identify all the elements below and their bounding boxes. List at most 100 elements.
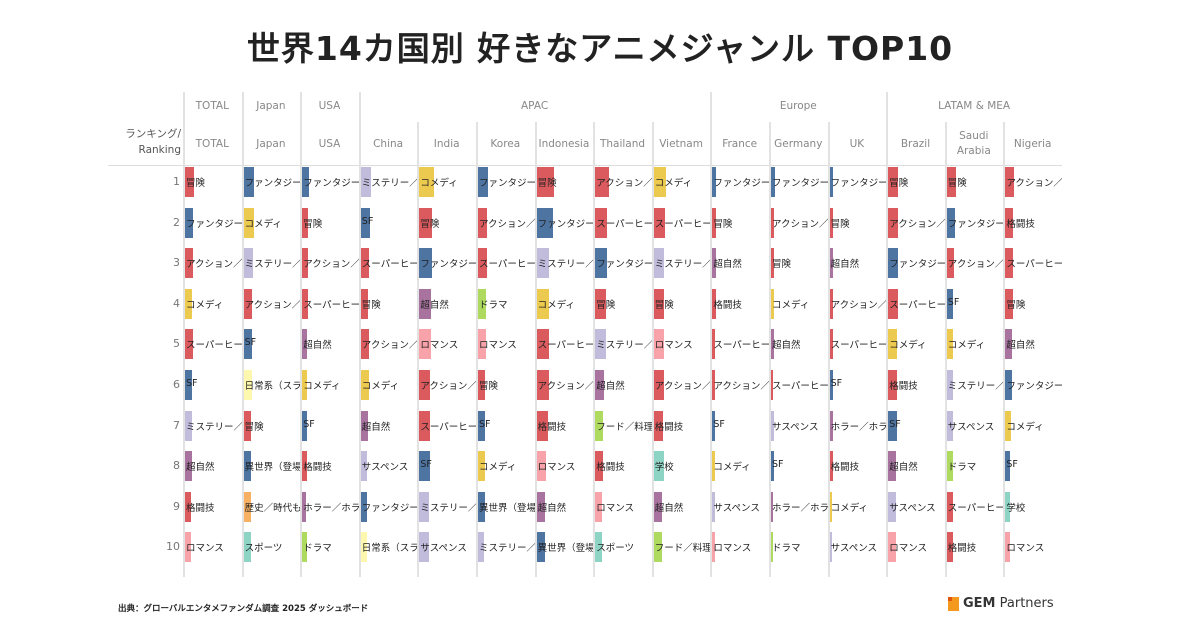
genre-cell: コメディ: [419, 167, 476, 197]
genre-label: スーパーヒーロ: [654, 218, 711, 230]
genre-bar: [478, 329, 486, 360]
group-divider: [241, 92, 244, 122]
genre-label: ファンタジー: [889, 259, 945, 271]
genre-bar: [829, 532, 832, 563]
genre-cell: ファンタジー: [946, 207, 1003, 238]
genre-bar: [185, 532, 191, 563]
group-header: LATAM & MEA: [938, 100, 1011, 112]
genre-label: 超自然: [830, 259, 860, 271]
genre-label: コメディ: [1006, 421, 1044, 433]
genre-cell: ロマンス: [419, 329, 476, 360]
genre-cell: サスペンス: [712, 491, 769, 522]
genre-cell: アクション／対: [771, 207, 828, 238]
genre-cell: ファンタジー: [478, 167, 535, 197]
genre-bar: [185, 451, 192, 482]
column-divider: [417, 122, 420, 577]
page-title: 世界14カ国別 好きなアニメジャンル TOP10: [246, 29, 954, 68]
genre-label: ファンタジー: [1006, 381, 1062, 392]
column-divider: [1003, 122, 1006, 577]
genre-label: 格闘技: [713, 299, 742, 311]
genre-bar: [360, 329, 369, 360]
genre-bar: [946, 410, 953, 441]
genre-cell: 超自然: [653, 491, 711, 522]
genre-label: スーパーヒーロ: [772, 381, 828, 392]
genre-cell: スポーツ: [595, 532, 652, 563]
genre-cell: サスペンス: [888, 491, 945, 522]
genre-cell: 学校: [653, 451, 711, 482]
genre-bar: [712, 207, 717, 238]
genre-label: SF: [713, 418, 725, 430]
genre-cell: アクション／対: [653, 370, 710, 400]
column-header-korea: Korea: [490, 137, 521, 150]
genre-label: 冒険: [947, 178, 967, 189]
genre-bar: [360, 288, 368, 319]
genre-bar: [243, 532, 251, 563]
genre-cell: アクション／対: [478, 207, 535, 238]
genre-cell: ホラー／ホラー: [829, 410, 886, 441]
genre-cell: コメディ: [478, 451, 535, 482]
group-divider: [710, 92, 713, 122]
group-header: TOTAL: [195, 100, 229, 112]
genre-cell: 冒険: [771, 248, 828, 279]
group-divider: [183, 92, 185, 122]
column-header-nigeria: Nigeria: [1013, 137, 1052, 150]
genre-cell: ファンタジー: [302, 167, 359, 197]
ranking-header-ja: ランキング/: [125, 128, 181, 140]
genre-bar: [888, 370, 898, 400]
genre-cell: コメディ: [946, 329, 1004, 360]
genre-label: サスペンス: [420, 543, 467, 555]
genre-bar: [653, 288, 664, 319]
genre-label: ファンタジー: [713, 178, 769, 189]
genre-bar: [536, 167, 554, 197]
genre-label: 異世界（登場人物: [244, 462, 301, 474]
genre-cell: 超自然: [771, 329, 828, 360]
genre-label: ミステリー／探: [420, 502, 476, 514]
genre-label: スーパーヒーロ: [1006, 259, 1062, 271]
genre-cell: 冒険: [536, 167, 594, 197]
genre-bar: [536, 248, 549, 279]
genre-bar: [771, 410, 774, 441]
genre-cell: コメディ: [1005, 410, 1062, 441]
genre-label: コメディ: [537, 299, 575, 311]
genre-bar: [946, 288, 953, 319]
genre-cell: 冒険: [653, 288, 711, 319]
genre-label: 冒険: [1006, 299, 1026, 311]
genre-cell: 冒険: [712, 207, 769, 238]
genre-label: 超自然: [889, 462, 918, 474]
genre-cell: 格闘技: [653, 410, 711, 441]
column-divider: [534, 122, 537, 577]
genre-bar: [595, 288, 607, 319]
genre-bar: [360, 491, 367, 522]
genre-label: ロマンス: [186, 543, 224, 555]
genre-bar: [536, 288, 549, 319]
genre-bar: [243, 207, 254, 238]
genre-cell: スーパーヒーロ: [653, 207, 711, 238]
rank-label: 5: [173, 337, 180, 351]
genre-cell: ファンタジー: [712, 167, 769, 197]
genre-cell: ホラー／ホラー: [302, 491, 359, 522]
genre-bar: [771, 248, 774, 279]
genre-label: コメディ: [244, 218, 282, 230]
genre-label: SF: [479, 418, 491, 430]
genre-bar: [829, 451, 833, 482]
genre-cell: ファンタジー: [419, 248, 476, 279]
rank-label: 8: [173, 459, 180, 473]
genre-label: アクション／対: [244, 299, 301, 311]
rank-label: 3: [173, 256, 180, 270]
genre-bar: [185, 491, 191, 522]
genre-bar: [888, 329, 898, 360]
genre-bar: [829, 370, 833, 400]
genre-label: SF: [244, 337, 257, 349]
genre-label: アクション／対: [537, 381, 594, 392]
genre-cell: 超自然: [185, 451, 242, 482]
genre-bar: [946, 167, 956, 197]
genre-cell: 格闘技: [829, 451, 887, 482]
genre-label: ミステリー／探: [244, 259, 301, 271]
genre-bar: [888, 167, 899, 197]
genre-bar: [712, 288, 717, 319]
genre-label: サスペンス: [889, 502, 936, 514]
genre-label: ファンタジー: [830, 178, 887, 189]
genre-label: ロマンス: [537, 462, 576, 474]
genre-bar: [888, 288, 899, 319]
genre-label: ドラマ: [947, 462, 977, 474]
